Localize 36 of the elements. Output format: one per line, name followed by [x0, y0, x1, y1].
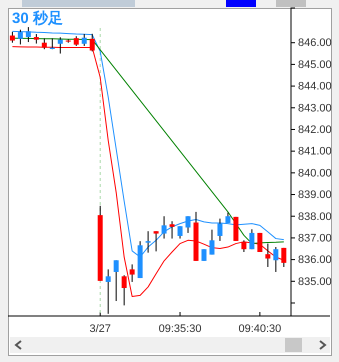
candlestick	[201, 248, 206, 262]
y-tick-label: 835.00	[298, 276, 332, 288]
candlestick	[217, 218, 222, 242]
y-tick-label: 840.00	[298, 167, 332, 180]
candlestick	[10, 31, 15, 44]
candlestick	[186, 216, 191, 234]
candlestick	[273, 246, 278, 272]
candlestick	[114, 260, 119, 302]
candlestick	[170, 220, 175, 240]
candlestick	[265, 243, 270, 268]
candlestick	[58, 36, 63, 54]
y-tick-label: 842.00	[298, 124, 332, 136]
x-tick-label: 09:35:30	[158, 323, 202, 336]
candlestick	[154, 230, 159, 252]
candlestick	[241, 240, 246, 253]
candlestick	[82, 34, 87, 46]
y-tick-label: 836.00	[298, 254, 332, 266]
y-tick-label: 837.00	[298, 232, 332, 244]
candlestick	[249, 228, 254, 250]
y-tick-label: 845.00	[298, 58, 332, 71]
x-tick-label: 09:40:30	[238, 323, 282, 336]
candlestick	[162, 216, 167, 240]
y-tick-label: 846.00	[298, 37, 332, 50]
chart-title: 30 秒足	[12, 10, 63, 27]
candlestick	[225, 212, 230, 224]
y-tick-label: 839.00	[298, 189, 332, 202]
x-tick-label: 3/27	[89, 323, 111, 336]
candlestick	[146, 230, 151, 254]
y-tick-label: 844.00	[298, 80, 332, 93]
y-tick-label: 841.00	[298, 146, 332, 158]
y-tick-label: 838.00	[298, 210, 332, 223]
candlestick	[178, 226, 183, 240]
candlestick	[34, 34, 39, 44]
y-tick-label: 843.00	[298, 102, 332, 114]
candlestick	[209, 229, 214, 256]
candlestick	[130, 264, 135, 282]
